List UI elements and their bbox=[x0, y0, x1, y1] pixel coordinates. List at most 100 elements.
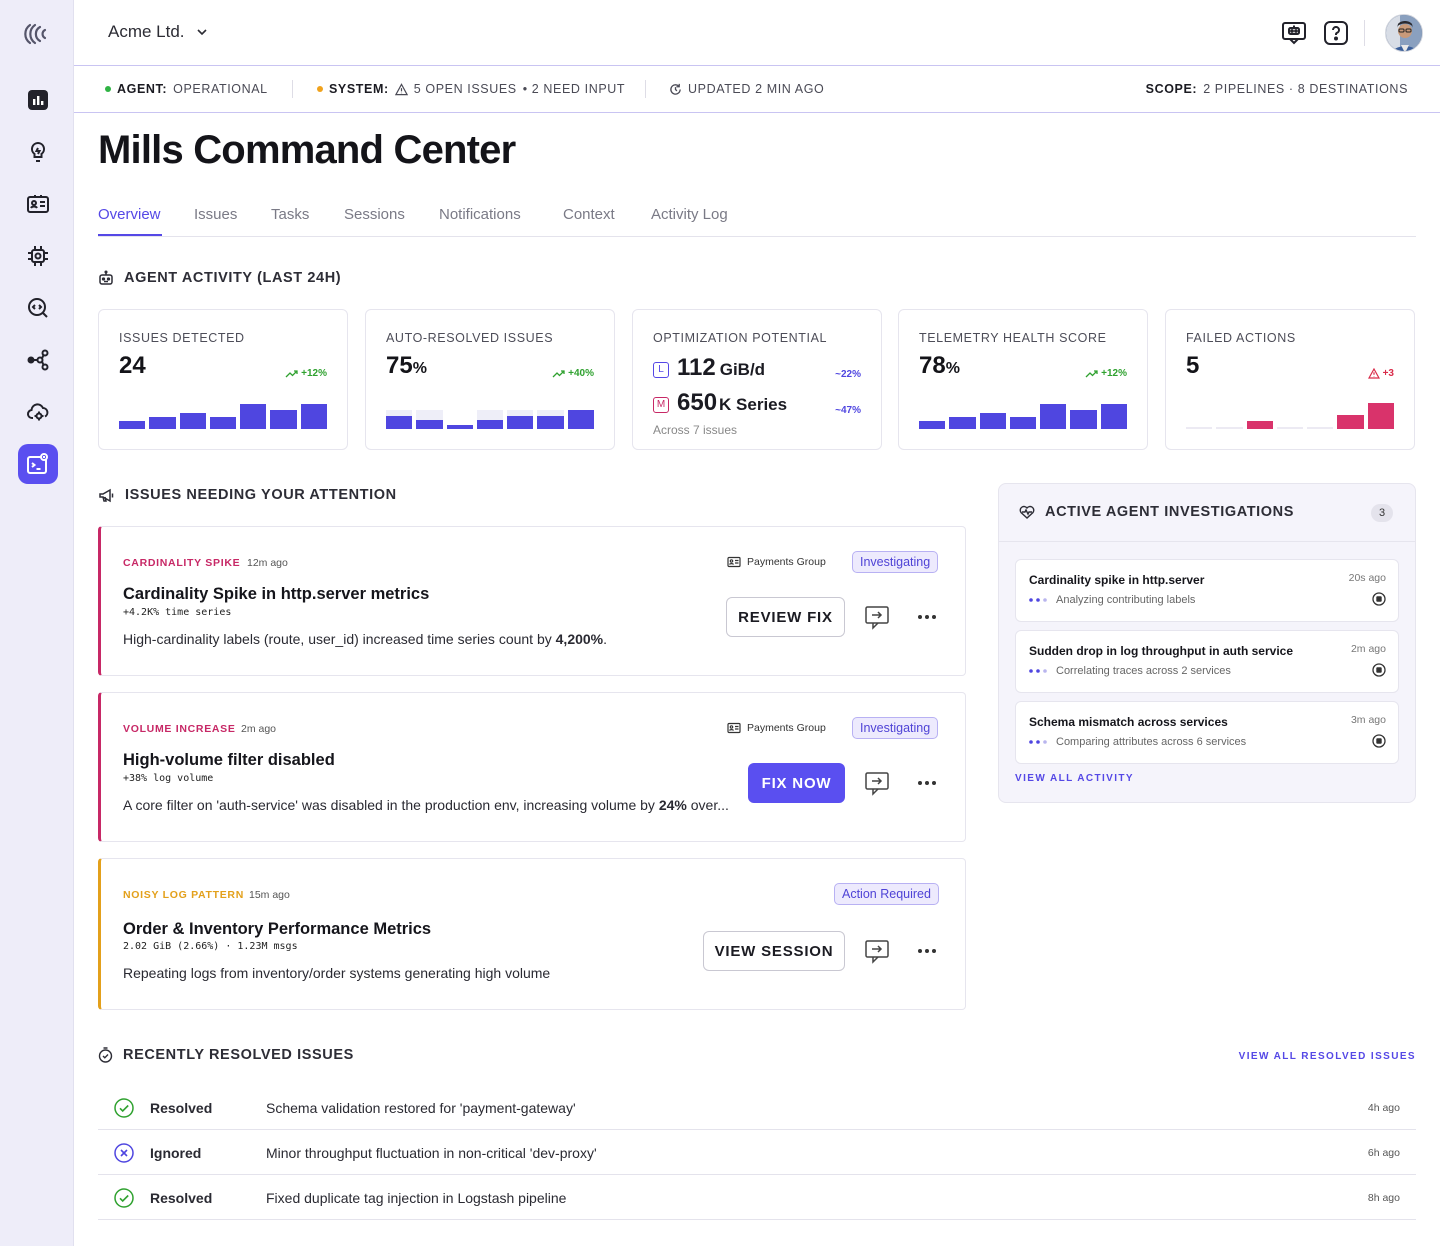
resolved-status: Ignored bbox=[150, 1145, 202, 1161]
progress-dots-icon bbox=[1029, 669, 1047, 673]
stop-icon[interactable] bbox=[1372, 592, 1386, 606]
kpi-bar-fill bbox=[507, 416, 534, 429]
resolved-row[interactable]: Resolved Schema validation restored for … bbox=[98, 1085, 1416, 1130]
kpi-label: FAILED ACTIONS bbox=[1186, 331, 1296, 345]
issue-group: Payments Group bbox=[727, 556, 826, 568]
system-status-label: SYSTEM: bbox=[329, 82, 389, 96]
resolved-title: RECENTLY RESOLVED ISSUES bbox=[123, 1047, 354, 1063]
avatar[interactable] bbox=[1385, 14, 1423, 52]
stop-icon[interactable] bbox=[1372, 663, 1386, 677]
issue-metric: +38% log volume bbox=[123, 773, 214, 784]
more-options-icon[interactable] bbox=[913, 937, 941, 965]
issue-type: VOLUME INCREASE bbox=[123, 723, 236, 735]
trend-up-icon bbox=[1085, 370, 1098, 378]
chat-share-icon[interactable] bbox=[863, 769, 891, 797]
more-options-icon[interactable] bbox=[913, 769, 941, 797]
issue-card[interactable]: NOISY LOG PATTERN 15m ago Action Require… bbox=[98, 858, 966, 1010]
brand-logo-icon[interactable] bbox=[24, 20, 52, 48]
more-options-icon[interactable] bbox=[913, 603, 941, 631]
kpi-issues-detected[interactable]: ISSUES DETECTED 24 +12% bbox=[98, 309, 348, 450]
opt-metrics-value: 650 bbox=[677, 389, 718, 416]
investigation-status: Comparing attributes across 6 services bbox=[1029, 736, 1246, 748]
issue-title[interactable]: Order & Inventory Performance Metrics bbox=[123, 920, 432, 938]
resolved-time: 8h ago bbox=[1367, 1192, 1400, 1204]
kpi-bar-fill bbox=[537, 416, 564, 429]
kpi-auto-resolved[interactable]: AUTO-RESOLVED ISSUES 75% +40% bbox=[365, 309, 615, 450]
kpi-bar-fill bbox=[979, 413, 1006, 429]
investigation-item[interactable]: Cardinality spike in http.server Analyzi… bbox=[1015, 559, 1399, 622]
tab-overview[interactable]: Overview bbox=[98, 206, 161, 223]
kpi-bar bbox=[537, 409, 564, 429]
kpi-bar-fill bbox=[1009, 417, 1037, 429]
lightbulb-icon[interactable] bbox=[18, 132, 58, 172]
investigations-panel: ACTIVE AGENT INVESTIGATIONS 3 Cardinalit… bbox=[998, 483, 1416, 803]
issue-card[interactable]: CARDINALITY SPIKE 12m ago Payments Group… bbox=[98, 526, 966, 676]
kpi-bar-fill bbox=[1337, 414, 1364, 429]
kpi-optimization-potential[interactable]: OPTIMIZATION POTENTIAL L 112 GiB/d ~22% … bbox=[632, 309, 882, 450]
kpi-bar-fill bbox=[386, 416, 413, 429]
investigation-item[interactable]: Schema mismatch across services Comparin… bbox=[1015, 701, 1399, 764]
scope-label: SCOPE: bbox=[1145, 82, 1198, 96]
issue-group: Payments Group bbox=[727, 722, 826, 734]
dashboard-icon[interactable] bbox=[18, 80, 58, 120]
tab-issues[interactable]: Issues bbox=[194, 206, 238, 223]
progress-dots-icon bbox=[1029, 740, 1047, 744]
kpi-bar-fill bbox=[1307, 426, 1334, 429]
system-need-input: • 2 NEED INPUT bbox=[522, 82, 626, 96]
agent-status-label: AGENT: bbox=[117, 82, 168, 96]
agent-activity-heading: AGENT ACTIVITY (LAST 24H) bbox=[98, 270, 341, 286]
trend-up-icon bbox=[552, 370, 565, 378]
investigation-title: Sudden drop in log throughput in auth se… bbox=[1029, 644, 1293, 658]
help-icon[interactable] bbox=[1322, 19, 1350, 47]
resolved-row[interactable]: Resolved Fixed duplicate tag injection i… bbox=[98, 1175, 1416, 1220]
chat-share-icon[interactable] bbox=[863, 603, 891, 631]
opt-logs-unit: GiB/d bbox=[719, 360, 766, 379]
issue-time: 12m ago bbox=[247, 557, 288, 569]
kpi-failed-actions[interactable]: FAILED ACTIONS 5 +3 bbox=[1165, 309, 1415, 450]
agent-activity-title: AGENT ACTIVITY (LAST 24H) bbox=[124, 270, 342, 286]
tab-sessions[interactable]: Sessions bbox=[344, 206, 405, 223]
view-session-button[interactable]: VIEW SESSION bbox=[703, 931, 845, 971]
heartbeat-icon bbox=[1019, 505, 1035, 519]
kpi-telemetry-health[interactable]: TELEMETRY HEALTH SCORE 78% +12% bbox=[898, 309, 1148, 450]
page-title: Mills Command Center bbox=[98, 128, 516, 172]
view-all-activity-link[interactable]: VIEW ALL ACTIVITY bbox=[1015, 773, 1134, 784]
id-card-icon[interactable] bbox=[18, 184, 58, 224]
chip-icon[interactable] bbox=[18, 236, 58, 276]
org-switcher[interactable]: Acme Ltd. bbox=[108, 22, 209, 42]
fix-now-button[interactable]: FIX NOW bbox=[748, 763, 845, 803]
resolved-row[interactable]: Ignored Minor throughput fluctuation in … bbox=[98, 1130, 1416, 1175]
investigation-item[interactable]: Sudden drop in log throughput in auth se… bbox=[1015, 630, 1399, 693]
issue-card[interactable]: VOLUME INCREASE 2m ago Payments Group In… bbox=[98, 692, 966, 842]
investigation-status: Analyzing contributing labels bbox=[1029, 594, 1195, 606]
chevron-down-icon bbox=[196, 29, 207, 36]
stop-icon[interactable] bbox=[1372, 734, 1386, 748]
kpi-bar-fill bbox=[1070, 409, 1097, 429]
kpi-delta: +3 bbox=[1367, 368, 1394, 379]
kpi-bar bbox=[1307, 426, 1334, 429]
tab-activity-log[interactable]: Activity Log bbox=[651, 206, 728, 223]
kpi-bar-fill bbox=[209, 417, 237, 429]
agent-chat-icon[interactable] bbox=[1280, 19, 1308, 47]
review-fix-button[interactable]: REVIEW FIX bbox=[726, 597, 845, 637]
warning-icon bbox=[1367, 368, 1380, 379]
attention-heading: ISSUES NEEDING YOUR ATTENTION bbox=[98, 487, 397, 503]
chat-share-icon[interactable] bbox=[863, 937, 891, 965]
tab-notifications[interactable]: Notifications bbox=[439, 206, 521, 223]
search-code-icon[interactable] bbox=[18, 288, 58, 328]
kpi-bar-fill bbox=[1100, 404, 1127, 429]
kpi-bar bbox=[1186, 426, 1213, 429]
system-status[interactable]: SYSTEM: 5 OPEN ISSUES • 2 NEED INPUT bbox=[317, 82, 625, 96]
tab-tasks[interactable]: Tasks bbox=[271, 206, 310, 223]
tab-context[interactable]: Context bbox=[563, 206, 615, 223]
agent-console-icon[interactable] bbox=[18, 444, 58, 484]
pipeline-nodes-icon[interactable] bbox=[18, 340, 58, 380]
kpi-bar-fill bbox=[240, 404, 267, 429]
issue-title[interactable]: Cardinality Spike in http.server metrics bbox=[123, 585, 430, 603]
view-all-resolved-link[interactable]: VIEW ALL RESOLVED ISSUES bbox=[1238, 1051, 1416, 1062]
refresh-icon bbox=[670, 83, 681, 95]
agent-status-value: OPERATIONAL bbox=[173, 82, 268, 96]
opt-logs-delta: ~22% bbox=[835, 369, 861, 380]
cloud-gear-icon[interactable] bbox=[18, 392, 58, 432]
issue-title[interactable]: High-volume filter disabled bbox=[123, 751, 335, 769]
